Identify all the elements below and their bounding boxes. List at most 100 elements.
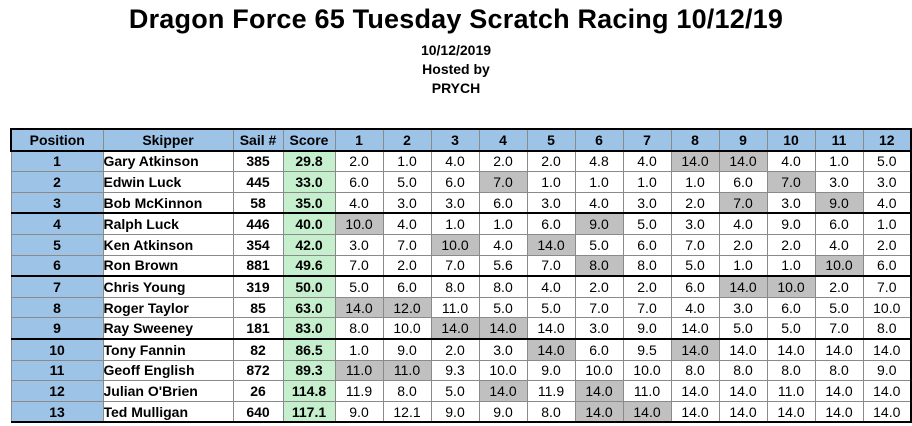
position-cell: 9	[10, 317, 104, 340]
race-result-cell-discarded: 14.0	[670, 338, 720, 361]
race-result-cell: 14.0	[718, 338, 768, 361]
race-result-cell: 9.0	[334, 400, 384, 424]
race-result-cell: 9.0	[526, 359, 576, 382]
race-result-cell: 14.0	[766, 338, 816, 361]
column-header-race-10: 10	[766, 128, 816, 152]
race-result-cell-discarded: 14.0	[526, 233, 576, 256]
table-row: 11 Geoff English 872 89.3 11.0 11.0 9.3 10.0 9.0…	[10, 359, 912, 382]
race-result-cell: 2.0	[574, 275, 624, 298]
race-result-cell: 2.0	[670, 191, 720, 215]
race-result-cell: 9.3	[430, 359, 480, 382]
race-result-cell: 3.0	[478, 338, 528, 361]
skipper-cell: Julian O'Brien	[102, 380, 234, 402]
race-result-cell: 8.0	[814, 359, 864, 382]
race-result-cell: 9.0	[430, 400, 480, 424]
race-result-cell: 3.0	[526, 191, 576, 215]
race-result-cell: 7.0	[622, 296, 672, 319]
race-result-cell: 5.0	[478, 296, 528, 319]
position-cell: 2	[10, 171, 104, 193]
skipper-cell: Ted Mulligan	[102, 400, 234, 424]
race-result-cell: 14.0	[862, 338, 912, 361]
race-result-cell: 9.0	[478, 400, 528, 424]
race-result-cell-discarded: 8.0	[574, 254, 624, 278]
column-header-race-8: 8	[670, 128, 720, 152]
table-row: 1 Gary Atkinson 385 29.8 2.0 1.0 4.0 2.0 2.0 4.8 4…	[10, 150, 912, 173]
race-result-cell: 6.0	[766, 296, 816, 319]
race-result-cell: 5.0	[670, 254, 720, 278]
race-result-cell: 8.0	[478, 275, 528, 298]
position-cell: 8	[10, 296, 104, 319]
column-header-race-11: 11	[814, 128, 864, 152]
race-result-cell: 1.0	[478, 212, 528, 235]
race-result-cell: 7.0	[526, 254, 576, 278]
race-result-cell: 11.9	[526, 380, 576, 402]
race-result-cell-discarded: 14.0	[622, 400, 672, 424]
race-result-cell: 14.0	[670, 317, 720, 340]
score-cell: 83.0	[282, 317, 336, 340]
table-row: 6 Ron Brown 881 49.6 7.0 2.0 7.0 5.6 7.0 8.0 8.0 5.…	[10, 254, 912, 278]
table-row: 3 Bob McKinnon 58 35.0 4.0 3.0 3.0 6.0 3.0 4.0 3.0…	[10, 191, 912, 215]
race-result-cell: 3.0	[670, 212, 720, 235]
skipper-cell: Ray Sweeney	[102, 317, 234, 340]
race-result-cell: 1.0	[670, 171, 720, 193]
race-result-cell: 3.0	[718, 296, 768, 319]
race-result-cell: 2.0	[334, 150, 384, 173]
race-result-cell: 8.0	[670, 359, 720, 382]
race-result-cell-discarded: 14.0	[478, 380, 528, 402]
race-result-cell: 6.0	[574, 338, 624, 361]
column-header-skipper: Skipper	[102, 128, 234, 152]
race-result-cell: 14.0	[718, 380, 768, 402]
race-result-cell-discarded: 12.0	[382, 296, 432, 319]
race-result-cell: 2.0	[478, 150, 528, 173]
score-cell: 49.6	[282, 254, 336, 278]
race-result-cell: 14.0	[526, 317, 576, 340]
race-result-cell: 11.0	[430, 296, 480, 319]
column-header-race-4: 4	[478, 128, 528, 152]
skipper-cell: Bob McKinnon	[102, 191, 234, 215]
race-result-cell: 14.0	[814, 400, 864, 424]
race-result-cell: 7.0	[574, 296, 624, 319]
race-result-cell: 4.0	[478, 233, 528, 256]
race-result-cell-discarded: 14.0	[718, 150, 768, 173]
score-cell: 42.0	[282, 233, 336, 256]
race-result-cell: 4.0	[766, 150, 816, 173]
race-result-cell: 1.0	[718, 254, 768, 278]
score-cell: 117.1	[282, 400, 336, 424]
race-result-cell: 6.0	[814, 212, 864, 235]
race-result-cell: 4.0	[718, 212, 768, 235]
score-cell: 33.0	[282, 171, 336, 193]
column-header-race-3: 3	[430, 128, 480, 152]
sail-number-cell: 58	[232, 191, 284, 215]
race-result-cell: 3.0	[382, 191, 432, 215]
sail-number-cell: 82	[232, 338, 284, 361]
race-result-cell: 1.0	[814, 150, 864, 173]
sail-number-cell: 181	[232, 317, 284, 340]
position-cell: 3	[10, 191, 104, 215]
race-result-cell: 4.0	[814, 233, 864, 256]
table-row: 8 Roger Taylor 85 63.0 14.0 12.0 11.0 5.0 5.0 7.0…	[10, 296, 912, 319]
race-result-cell: 11.0	[622, 380, 672, 402]
table-row: 13 Ted Mulligan 640 117.1 9.0 12.1 9.0 9.0 8.0 14…	[10, 400, 912, 424]
race-result-cell: 9.0	[622, 317, 672, 340]
skipper-cell: Ken Atkinson	[102, 233, 234, 256]
race-result-cell: 7.0	[814, 317, 864, 340]
race-result-cell: 6.0	[526, 212, 576, 235]
race-result-cell: 5.0	[334, 275, 384, 298]
race-result-cell: 10.0	[478, 359, 528, 382]
race-result-cell-discarded: 14.0	[478, 317, 528, 340]
race-result-cell: 8.0	[526, 400, 576, 424]
race-result-cell: 6.0	[862, 254, 912, 278]
score-cell: 40.0	[282, 212, 336, 235]
race-result-cell: 2.0	[862, 233, 912, 256]
sail-number-cell: 446	[232, 212, 284, 235]
score-cell: 50.0	[282, 275, 336, 298]
hosted-by-label: Hosted by	[422, 61, 490, 77]
column-header-race-12: 12	[862, 128, 912, 152]
skipper-cell: Tony Fannin	[102, 338, 234, 361]
race-result-cell: 4.0	[526, 275, 576, 298]
race-result-cell-discarded: 7.0	[478, 171, 528, 193]
race-result-cell: 1.0	[526, 171, 576, 193]
race-result-cell: 7.0	[334, 254, 384, 278]
sail-number-cell: 872	[232, 359, 284, 382]
race-result-cell: 14.0	[670, 380, 720, 402]
